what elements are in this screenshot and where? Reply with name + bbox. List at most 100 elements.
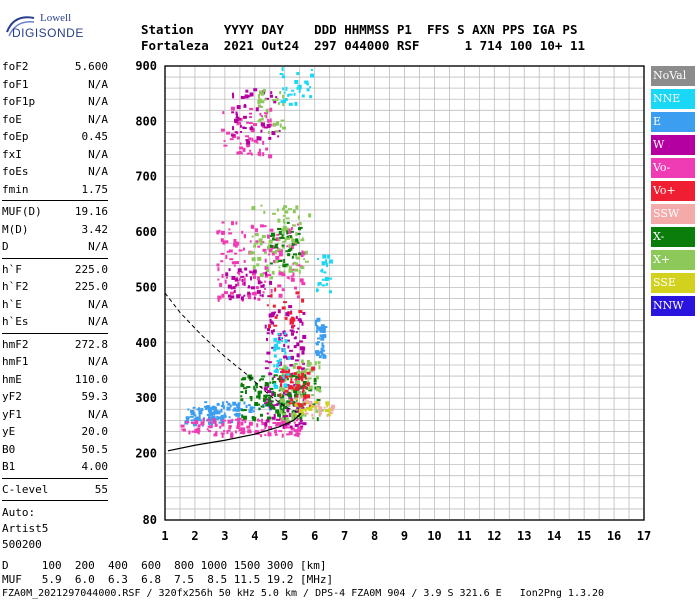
- echo-mark: [238, 277, 241, 281]
- echo-mark: [265, 108, 269, 113]
- footer-muf-row: MUF 5.9 6.0 6.3 6.8 7.5 8.5 11.5 19.2 [M…: [2, 573, 334, 586]
- echo-mark: [220, 408, 223, 413]
- echo-mark: [284, 238, 287, 243]
- echo-mark: [301, 94, 305, 98]
- echo-mark: [237, 412, 241, 416]
- echo-mark: [248, 95, 251, 98]
- echo-mark: [304, 250, 308, 255]
- echo-mark: [298, 221, 302, 225]
- echo-mark: [265, 271, 268, 276]
- echo-mark: [320, 337, 325, 341]
- echo-mark: [267, 118, 270, 123]
- echo-mark: [284, 210, 289, 214]
- echo-mark: [280, 228, 285, 232]
- echo-mark: [228, 298, 232, 301]
- echo-mark: [221, 293, 225, 298]
- echo-mark: [282, 94, 285, 99]
- echo-mark: [264, 422, 268, 427]
- echo-mark: [288, 93, 293, 96]
- echo-mark: [278, 252, 283, 257]
- echo-mark: [239, 124, 242, 128]
- echo-mark: [236, 426, 240, 429]
- echo-mark: [301, 367, 306, 371]
- echo-mark: [256, 423, 259, 428]
- echo-mark: [296, 431, 299, 434]
- echo-mark: [206, 413, 211, 416]
- echo-mark: [232, 126, 235, 131]
- echo-mark: [260, 378, 265, 381]
- echo-mark: [264, 273, 268, 278]
- echo-mark: [302, 375, 307, 379]
- echo-mark: [255, 107, 259, 112]
- echo-mark: [287, 208, 292, 211]
- echo-mark: [236, 105, 241, 110]
- echo-mark: [221, 230, 226, 235]
- echo-mark: [283, 417, 288, 420]
- echo-mark: [253, 275, 257, 279]
- echo-mark: [296, 394, 299, 398]
- echo-mark: [237, 268, 242, 273]
- param-value: N/A: [88, 112, 108, 126]
- legend-item-vo: Vo-: [651, 158, 695, 178]
- echo-mark: [257, 104, 261, 107]
- echo-mark: [235, 241, 240, 246]
- echo-mark: [274, 403, 279, 406]
- x-tick-label: 9: [401, 529, 408, 543]
- echo-mark: [279, 249, 284, 253]
- echo-mark: [249, 116, 253, 119]
- echo-mark: [302, 386, 305, 389]
- echo-mark: [328, 259, 333, 264]
- echo-mark: [297, 369, 300, 372]
- echo-mark: [264, 382, 269, 387]
- echo-mark: [279, 379, 284, 383]
- echo-mark: [283, 364, 287, 368]
- legend-item-nne: NNE: [651, 89, 695, 109]
- echo-mark: [207, 418, 211, 422]
- echo-mark: [266, 246, 269, 251]
- echo-mark: [228, 425, 232, 430]
- legend-item-noval: NoVal: [651, 66, 695, 86]
- echo-mark: [275, 363, 279, 368]
- echo-mark: [317, 282, 320, 287]
- echo-mark: [257, 151, 260, 156]
- parameter-panel: foF2 5.600 foF1 N/A foF1p N/A foE N/A foEp 0.45 fx…: [2, 58, 108, 553]
- echo-mark: [277, 284, 282, 288]
- echo-mark: [237, 420, 241, 425]
- echo-mark: [257, 256, 262, 261]
- echo-mark: [198, 417, 201, 420]
- echo-mark: [286, 366, 289, 370]
- echo-mark: [281, 401, 286, 406]
- echo-mark: [286, 421, 290, 426]
- echo-mark: [304, 412, 307, 417]
- echo-mark: [212, 418, 216, 423]
- echo-mark: [269, 400, 273, 403]
- echo-mark: [315, 329, 318, 333]
- echo-mark: [281, 306, 286, 310]
- echo-mark: [304, 376, 307, 380]
- echo-mark: [252, 410, 255, 413]
- echo-mark: [295, 384, 298, 387]
- x-tick-label: 16: [607, 529, 621, 543]
- echo-mark: [235, 261, 240, 265]
- echo-mark: [279, 367, 284, 370]
- echo-mark: [295, 291, 300, 295]
- x-tick-label: 15: [577, 529, 591, 543]
- echo-mark: [270, 373, 273, 376]
- echo-mark: [320, 347, 324, 351]
- echo-mark: [231, 135, 236, 138]
- echo-mark: [291, 320, 295, 325]
- echo-mark: [321, 324, 324, 327]
- echo-mark: [254, 431, 257, 434]
- echo-mark: [223, 291, 228, 295]
- echo-mark: [261, 375, 266, 378]
- echo-mark: [316, 324, 319, 329]
- echo-mark: [276, 340, 281, 344]
- echo-mark: [206, 405, 211, 410]
- echo-mark: [292, 324, 295, 329]
- echo-mark: [294, 393, 299, 398]
- echo-mark: [252, 269, 257, 274]
- logo-text-top: Lowell: [40, 12, 72, 24]
- echo-mark: [259, 136, 262, 141]
- echo-mark: [293, 362, 298, 365]
- echo-mark: [284, 332, 287, 336]
